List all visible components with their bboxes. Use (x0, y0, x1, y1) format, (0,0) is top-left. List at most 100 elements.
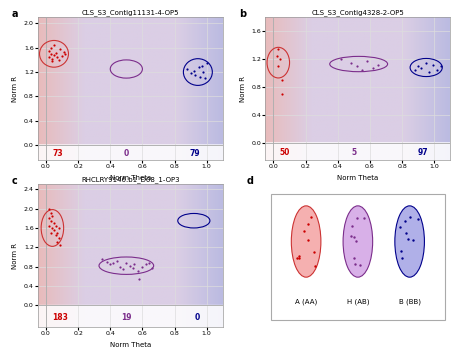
Point (429, 62, 437, 68)
Point (402, 230, 410, 236)
Point (414, 216, 422, 222)
Point (142, 261, 149, 267)
Point (353, 238, 360, 244)
Point (138, 264, 146, 269)
Point (337, 56, 345, 62)
Point (130, 261, 138, 267)
Point (50, 220, 58, 226)
Point (50, 42, 58, 48)
Text: H (AB): H (AB) (346, 298, 369, 305)
Point (274, 46, 282, 52)
Point (437, 63, 445, 69)
Point (136, 276, 143, 282)
Point (356, 262, 364, 268)
Point (116, 264, 124, 269)
Point (353, 216, 361, 221)
Point (295, 253, 303, 259)
Ellipse shape (343, 206, 373, 277)
Point (49, 225, 56, 231)
Point (183, 66, 191, 72)
Point (56, 46, 64, 52)
Point (60, 49, 67, 55)
Point (46, 48, 53, 54)
Point (47, 230, 55, 236)
Title: CLS_S3_Contig11131-4-OP5: CLS_S3_Contig11131-4-OP5 (82, 10, 179, 16)
Point (56, 242, 64, 248)
Point (99, 256, 106, 262)
Point (295, 255, 303, 261)
Text: 0: 0 (124, 149, 129, 158)
Point (129, 265, 137, 270)
Point (126, 263, 133, 268)
Point (406, 215, 413, 220)
Point (47, 211, 55, 216)
Ellipse shape (292, 206, 321, 277)
Point (405, 236, 412, 242)
Point (401, 219, 409, 224)
Point (273, 53, 281, 58)
Point (369, 65, 377, 70)
Text: d: d (247, 176, 254, 186)
X-axis label: Norm Theta: Norm Theta (337, 175, 379, 181)
Point (54, 240, 61, 245)
Point (411, 67, 419, 72)
Ellipse shape (395, 206, 424, 277)
Point (49, 213, 56, 219)
Point (187, 71, 194, 76)
Point (191, 72, 199, 78)
Point (307, 215, 315, 220)
Point (351, 261, 359, 267)
Point (304, 237, 312, 243)
Text: a: a (12, 9, 18, 19)
Point (410, 238, 417, 243)
Point (46, 215, 53, 221)
Point (103, 259, 111, 264)
Text: 19: 19 (121, 313, 132, 322)
Point (347, 233, 355, 239)
Point (47, 218, 55, 223)
Title: CLS_S3_Contig4328-2-OP5: CLS_S3_Contig4328-2-OP5 (311, 10, 404, 16)
Point (54, 230, 61, 236)
Point (300, 228, 307, 234)
Text: 183: 183 (53, 313, 68, 322)
X-axis label: Norm Theta: Norm Theta (109, 175, 151, 181)
Text: 5: 5 (351, 148, 356, 157)
Text: 97: 97 (417, 148, 428, 157)
Point (195, 64, 202, 70)
Point (190, 68, 198, 74)
Point (310, 249, 318, 254)
Text: 79: 79 (190, 149, 201, 158)
Point (426, 69, 433, 74)
Point (347, 60, 355, 65)
Point (148, 265, 156, 270)
Point (360, 215, 367, 220)
Point (200, 69, 207, 75)
Point (197, 74, 204, 80)
Point (396, 224, 404, 230)
Point (55, 235, 63, 240)
Point (434, 67, 441, 72)
Point (119, 266, 127, 272)
Text: 0: 0 (195, 313, 201, 322)
Point (422, 60, 430, 65)
Point (203, 60, 210, 66)
Title: RHCLRY9146.b1_D08_1-OP3: RHCLRY9146.b1_D08_1-OP3 (81, 177, 180, 183)
Point (145, 260, 153, 266)
Point (47, 51, 55, 57)
Point (353, 63, 361, 69)
Point (50, 52, 58, 58)
Point (201, 75, 209, 81)
Point (109, 260, 117, 266)
Point (107, 261, 114, 267)
Point (54, 55, 61, 60)
Point (293, 255, 301, 261)
Point (418, 65, 425, 70)
Text: c: c (12, 176, 18, 186)
Point (123, 260, 130, 266)
Point (398, 255, 406, 261)
Point (304, 222, 312, 227)
Point (348, 223, 356, 228)
Text: 73: 73 (53, 149, 63, 158)
Point (46, 54, 53, 60)
Point (62, 52, 69, 57)
